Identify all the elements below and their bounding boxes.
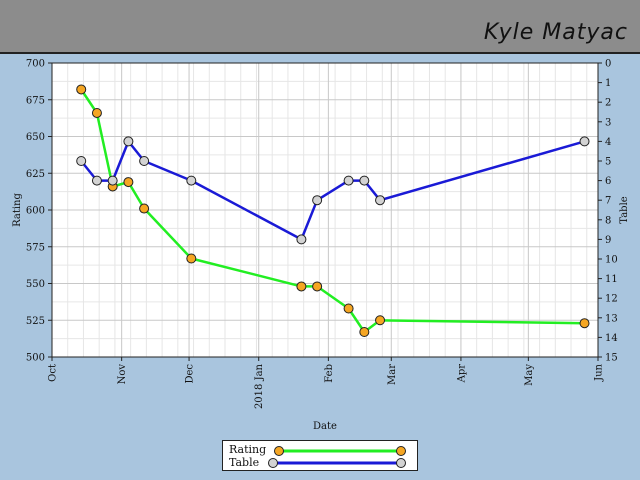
- data-point-table: [312, 195, 323, 206]
- y-right-tick-label: 13: [605, 313, 618, 324]
- x-tick-label: Dec: [185, 364, 196, 384]
- y-left-tick-label: 575: [26, 242, 45, 253]
- data-point-table: [359, 175, 370, 186]
- data-point-table: [107, 175, 118, 186]
- y-right-tick-label: 0: [605, 59, 611, 70]
- legend-marker-table-end: [396, 458, 406, 468]
- y-left-axis-title: Rating: [12, 193, 23, 227]
- y-right-tick-label: 3: [605, 117, 611, 128]
- y-right-tick-label: 10: [605, 255, 618, 266]
- data-point-rating: [359, 327, 370, 338]
- data-point-rating: [296, 281, 307, 292]
- legend-marker-table-start: [268, 458, 278, 468]
- y-left-tick-label: 600: [26, 206, 45, 217]
- legend-item-table: Table: [223, 456, 417, 470]
- legend-label-table: Table: [229, 456, 260, 469]
- y-right-tick-label: 1: [605, 78, 611, 89]
- y-right-tick-label: 14: [605, 333, 618, 344]
- x-tick-label: Feb: [324, 364, 335, 383]
- header-bar: Kyle Matyac: [0, 0, 640, 54]
- y-left-tick-label: 700: [26, 59, 45, 70]
- y-left-tick-label: 650: [26, 132, 45, 143]
- x-tick-label: Apr: [456, 364, 467, 384]
- data-point-rating: [123, 177, 134, 188]
- y-left-tick-label: 675: [26, 95, 45, 106]
- data-point-rating: [139, 203, 150, 214]
- data-point-table: [123, 136, 134, 147]
- data-point-table: [375, 195, 386, 206]
- y-left-tick-label: 550: [26, 279, 45, 290]
- data-point-table: [186, 175, 197, 186]
- data-point-table: [296, 234, 307, 245]
- y-right-tick-label: 7: [605, 196, 611, 207]
- legend: Rating Table: [222, 440, 418, 471]
- data-point-table: [76, 156, 87, 166]
- data-point-rating: [375, 315, 386, 326]
- legend-marker-rating-end: [396, 446, 406, 456]
- x-tick-label: Mar: [387, 364, 398, 385]
- data-point-rating: [312, 281, 323, 292]
- y-right-tick-label: 9: [605, 235, 611, 246]
- data-point-rating: [186, 253, 197, 264]
- y-right-tick-label: 2: [605, 98, 611, 109]
- y-right-tick-label: 12: [605, 294, 618, 305]
- data-point-table: [139, 156, 150, 166]
- y-right-tick-label: 8: [605, 215, 611, 226]
- x-axis-title: Date: [313, 421, 337, 432]
- x-tick-label: Jun: [594, 363, 605, 381]
- data-point-table: [91, 175, 102, 186]
- legend-item-rating: Rating: [223, 443, 417, 457]
- x-tick-label: Oct: [48, 364, 59, 382]
- data-point-rating: [343, 303, 354, 314]
- y-right-tick-label: 4: [605, 137, 611, 148]
- y-right-tick-label: 6: [605, 176, 611, 187]
- data-point-table: [579, 136, 590, 147]
- y-right-tick-label: 11: [605, 274, 618, 285]
- data-point-rating: [579, 318, 590, 329]
- x-tick-label: Nov: [117, 364, 128, 385]
- y-left-tick-label: 625: [26, 169, 45, 180]
- y-right-tick-label: 15: [605, 353, 618, 364]
- player-name: Kyle Matyac: [483, 20, 628, 45]
- y-right-tick-label: 5: [605, 157, 611, 168]
- data-point-rating: [76, 84, 87, 95]
- y-right-axis-title: Table: [619, 196, 630, 223]
- data-point-table: [343, 175, 354, 186]
- x-tick-label: 2018 Jan: [254, 363, 265, 409]
- data-point-rating: [91, 107, 102, 118]
- legend-label-rating: Rating: [229, 443, 267, 456]
- y-left-tick-label: 500: [26, 353, 45, 364]
- y-left-tick-label: 525: [26, 316, 45, 327]
- x-tick-label: May: [524, 364, 535, 386]
- legend-marker-rating-start: [274, 446, 284, 456]
